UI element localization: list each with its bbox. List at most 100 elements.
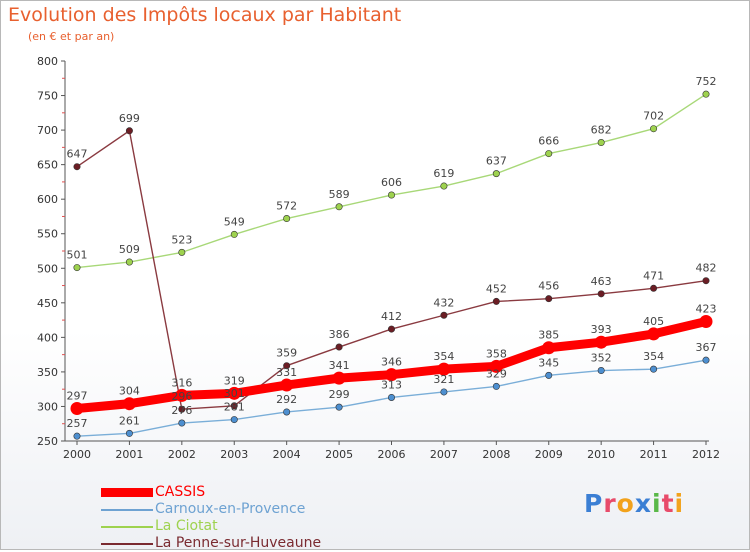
x-tick-label: 2011 (640, 448, 668, 461)
legend-label: La Penne-sur-Huveaune (155, 535, 322, 551)
data-label: 352 (591, 352, 612, 365)
data-label: 682 (591, 124, 612, 137)
data-point (650, 365, 658, 373)
logo-letter: P (584, 489, 604, 518)
data-point (387, 325, 395, 333)
x-tick-label: 2005 (325, 448, 353, 461)
chart-data-labels: 501 509 523 549 572 589 606 619 637 666 682 702 752 6… (67, 75, 717, 430)
y-tick-label: 350 (37, 366, 58, 379)
data-point (440, 182, 448, 190)
data-label: 423 (696, 302, 717, 315)
data-label: 452 (486, 282, 507, 295)
y-tick-label: 400 (37, 331, 58, 344)
data-label: 549 (224, 215, 245, 228)
data-point (387, 191, 395, 199)
data-label: 482 (696, 262, 717, 275)
chart-axes: 250 300 350 400 450 500 550 600 650 700 750 800 2000… (37, 55, 720, 461)
x-tick-label: 2009 (535, 448, 563, 461)
data-point (230, 402, 238, 410)
data-label: 647 (67, 148, 88, 161)
data-label: 393 (591, 323, 612, 336)
data-point (227, 386, 241, 400)
data-point (73, 264, 81, 272)
data-label: 359 (276, 347, 297, 360)
data-label: 301 (224, 387, 245, 400)
data-point (335, 343, 343, 351)
y-tick-label: 500 (37, 262, 58, 275)
data-label: 345 (538, 356, 559, 369)
data-point (175, 388, 189, 402)
data-label: 367 (696, 341, 717, 354)
data-label: 619 (433, 167, 454, 180)
data-label: 412 (381, 310, 402, 323)
data-point (492, 297, 500, 305)
data-point (125, 127, 133, 135)
data-point (332, 371, 346, 385)
data-label: 297 (67, 390, 88, 403)
x-tick-label: 2000 (63, 448, 91, 461)
legend-item: CASSIS (101, 484, 421, 501)
data-label: 509 (119, 243, 140, 256)
legend-swatch (101, 488, 153, 497)
data-label: 666 (538, 135, 559, 148)
data-label: 313 (381, 378, 402, 391)
x-tick-label: 2008 (482, 448, 510, 461)
data-point (437, 362, 451, 376)
logo-letter: x (634, 489, 652, 518)
data-point (542, 341, 556, 355)
logo-letter: i (652, 489, 662, 518)
data-label: 702 (643, 110, 664, 123)
chart-title: Evolution des Impôts locaux par Habitant (8, 4, 402, 26)
y-tick-label: 650 (37, 159, 58, 172)
data-label: 257 (67, 417, 88, 430)
data-point (385, 368, 398, 382)
data-label: 319 (224, 374, 245, 387)
y-tick-label: 600 (37, 193, 58, 206)
data-label: 637 (486, 155, 507, 168)
data-label: 354 (643, 350, 664, 363)
data-label: 385 (538, 329, 559, 342)
data-point (702, 356, 710, 364)
y-tick-label: 300 (37, 400, 58, 413)
data-point (230, 416, 238, 424)
data-label: 341 (329, 359, 350, 372)
data-label: 432 (433, 296, 454, 309)
data-point (492, 170, 500, 178)
legend-label: CASSIS (155, 484, 206, 500)
proxiti-logo: Proxiti (584, 489, 684, 518)
data-label: 699 (119, 112, 140, 125)
data-point (545, 150, 553, 158)
data-point (597, 139, 605, 147)
data-point (70, 402, 84, 416)
data-label: 261 (119, 414, 140, 427)
data-label: 299 (329, 388, 350, 401)
data-label: 589 (329, 188, 350, 201)
data-label: 304 (119, 385, 140, 398)
logo-letter: o (616, 489, 635, 518)
data-point (594, 335, 608, 349)
data-point (440, 388, 448, 396)
data-point (647, 327, 661, 341)
data-point (650, 284, 658, 292)
data-point (699, 314, 713, 328)
data-point (489, 359, 503, 373)
data-point (280, 378, 294, 392)
x-tick-label: 2006 (378, 448, 406, 461)
x-tick-label: 2001 (115, 448, 143, 461)
data-point (492, 382, 500, 390)
y-tick-label: 750 (37, 90, 58, 103)
data-label: 358 (486, 347, 507, 360)
data-label: 281 (224, 401, 245, 414)
legend-label: La Ciotat (155, 518, 218, 534)
data-point (650, 125, 658, 133)
data-point (335, 403, 343, 411)
logo-letter: r (603, 489, 617, 518)
data-label: 523 (171, 233, 192, 246)
data-point (283, 408, 291, 416)
data-point (702, 90, 710, 98)
legend-swatch (101, 543, 153, 545)
data-label: 292 (276, 393, 297, 406)
data-point (387, 393, 395, 401)
